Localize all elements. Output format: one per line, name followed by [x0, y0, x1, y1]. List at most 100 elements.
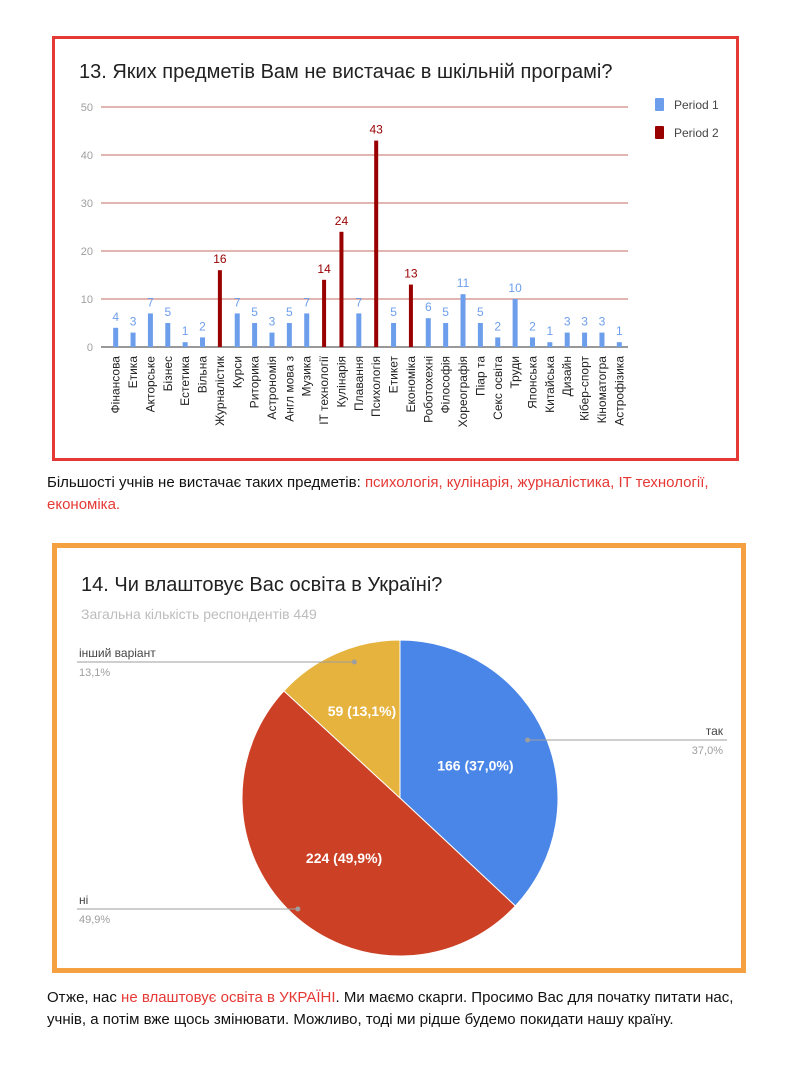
- slice-value-label: 59 (13,1%): [328, 703, 396, 719]
- bar: [495, 337, 501, 347]
- x-tick-label: Піар та: [473, 356, 487, 396]
- bar: [374, 140, 379, 347]
- data-label: 3: [269, 315, 276, 329]
- data-label: 2: [199, 319, 206, 333]
- data-label: 5: [286, 305, 293, 319]
- data-label: 5: [390, 305, 397, 319]
- pie-slice: [399, 639, 559, 907]
- x-tick-label: Бізнес: [161, 356, 175, 391]
- paragraph-text: Більшості учнів не вистачає таких предме…: [47, 474, 365, 491]
- data-label: 4: [112, 310, 119, 324]
- data-label: 5: [251, 305, 258, 319]
- bar: [147, 313, 153, 347]
- slice-name-label: ні: [79, 893, 88, 907]
- summary-paragraph-2: Отже, нас не влаштовує освіта в УКРАЇНІ.…: [47, 987, 737, 1031]
- data-label: 6: [425, 300, 432, 314]
- x-tick-label: Плавання: [352, 356, 366, 411]
- callout-dot: [295, 906, 301, 912]
- x-tick-label: Труди: [508, 356, 522, 389]
- bar: [217, 270, 222, 347]
- bar: [460, 294, 466, 347]
- data-label: 3: [130, 315, 137, 329]
- data-label: 7: [234, 295, 241, 309]
- x-tick-label: Вільна: [196, 356, 210, 394]
- pie-chart: 166 (37,0%) 224 (49,9%) 59 (13,1%) так 37,0%…: [77, 639, 727, 957]
- x-tick-label: Дизайн: [560, 356, 574, 396]
- x-tick-label: Психологія: [369, 356, 383, 417]
- legend-label: Period 2: [674, 126, 719, 140]
- bar: [512, 299, 518, 347]
- bar: [443, 323, 449, 347]
- x-tick-label: Китайська: [543, 356, 557, 413]
- paragraph-text: . Ми маємо скарги. Просимо Вас для почат…: [47, 989, 734, 1028]
- x-tick-label: Англ мова з: [282, 356, 296, 422]
- highlighted-text: психологія, кулінарія, журналістика, IT …: [47, 474, 709, 513]
- x-tick-label: Етикет: [387, 355, 401, 393]
- data-label: 43: [370, 123, 384, 137]
- y-tick-label: 40: [81, 150, 93, 162]
- data-label: 3: [599, 315, 606, 329]
- y-tick-label: 50: [81, 102, 93, 114]
- x-tick-label: Кулінарія: [334, 356, 348, 408]
- data-label: 5: [477, 305, 484, 319]
- legend-swatch: [655, 98, 664, 111]
- chart-title: 14. Чи влаштовує Вас освіта в Україні?: [81, 574, 443, 596]
- x-tick-label: Журналістик: [213, 355, 227, 426]
- data-label: 3: [581, 315, 588, 329]
- bar: [252, 323, 258, 347]
- slice-name-label: так: [706, 724, 724, 738]
- data-label: 14: [317, 262, 331, 276]
- data-label: 3: [564, 315, 571, 329]
- x-tick-label: Роботохехні: [421, 356, 435, 423]
- data-label: 2: [529, 319, 536, 333]
- y-tick-label: 20: [81, 246, 93, 258]
- bar: [200, 337, 206, 347]
- bar: [408, 284, 413, 347]
- bar: [616, 342, 622, 347]
- bar-chart-card: 13. Яких предметів Вам не вистачає в шкі…: [52, 36, 739, 461]
- pie-slice: [283, 639, 401, 800]
- slice-value-label: 166 (37,0%): [437, 757, 513, 773]
- callout-dot: [351, 659, 357, 665]
- data-label: 11: [457, 276, 470, 290]
- data-label: 5: [442, 305, 449, 319]
- x-tick-label: Кібер-спорт: [578, 356, 592, 421]
- y-tick-label: 30: [81, 198, 93, 210]
- x-tick-label: Хореографія: [456, 356, 470, 427]
- x-tick-label: Фінансова: [109, 356, 123, 414]
- data-label: 7: [147, 295, 154, 309]
- x-tick-label: Акторське: [143, 356, 157, 413]
- bar: [582, 332, 588, 347]
- pie-chart-card: 14. Чи влаштовує Вас освіта в Україні? З…: [52, 543, 746, 973]
- slice-percent-label: 37,0%: [692, 745, 723, 757]
- data-label: 16: [213, 252, 227, 266]
- y-tick-label: 10: [81, 294, 93, 306]
- data-label: 2: [494, 319, 501, 333]
- bar: [182, 342, 188, 347]
- slice-percent-label: 13,1%: [79, 667, 110, 679]
- bar: [286, 323, 292, 347]
- slice-name-label: інший варіант: [79, 646, 156, 660]
- data-label: 10: [508, 281, 522, 295]
- x-tick-label: Економіка: [404, 356, 418, 413]
- bar: [322, 279, 327, 347]
- chart-subtitle: Загальна кількість респондентів 449: [81, 606, 317, 622]
- legend-swatch: [655, 126, 664, 139]
- x-tick-label: Філософія: [439, 356, 453, 413]
- data-label: 24: [335, 214, 349, 228]
- bar: [113, 327, 119, 347]
- bar: [304, 313, 310, 347]
- bar: [547, 342, 553, 347]
- legend-label: Period 1: [674, 98, 719, 112]
- x-tick-label: Курси: [230, 356, 244, 388]
- bar: [269, 332, 275, 347]
- x-tick-label: Риторика: [248, 356, 262, 409]
- data-label: 7: [355, 295, 362, 309]
- bar: [234, 313, 240, 347]
- chart-title: 13. Яких предметів Вам не вистачає в шкі…: [79, 61, 613, 83]
- bar: [356, 313, 362, 347]
- data-label: 1: [182, 324, 189, 338]
- x-tick-label: Секс освіта: [491, 356, 505, 420]
- bar: [339, 231, 344, 347]
- slice-percent-label: 49,9%: [79, 914, 110, 926]
